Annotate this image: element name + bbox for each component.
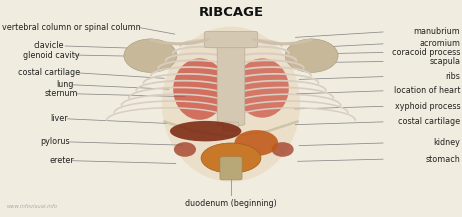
Text: www.infovisual.info: www.infovisual.info — [6, 204, 57, 209]
Ellipse shape — [162, 26, 300, 182]
Text: stomach: stomach — [426, 155, 461, 164]
Text: liver: liver — [50, 114, 68, 123]
FancyBboxPatch shape — [204, 31, 258, 48]
Text: pylorus: pylorus — [40, 137, 69, 146]
Text: lung: lung — [56, 80, 73, 89]
Ellipse shape — [173, 58, 226, 120]
FancyBboxPatch shape — [220, 157, 242, 180]
Ellipse shape — [234, 130, 278, 156]
Text: sternum: sternum — [44, 89, 78, 98]
Text: vertebral column or spinal column: vertebral column or spinal column — [1, 23, 140, 32]
Ellipse shape — [272, 142, 294, 157]
Text: location of heart: location of heart — [394, 86, 461, 95]
Ellipse shape — [236, 58, 289, 118]
Ellipse shape — [124, 39, 177, 72]
Text: glenoid cavity: glenoid cavity — [23, 51, 79, 59]
Text: clavicle: clavicle — [34, 41, 64, 51]
Text: kidney: kidney — [433, 138, 461, 148]
Text: acromium: acromium — [419, 39, 461, 48]
Ellipse shape — [285, 39, 338, 72]
FancyBboxPatch shape — [217, 39, 245, 125]
Text: ereter: ereter — [49, 156, 74, 165]
Ellipse shape — [201, 143, 261, 173]
Text: scapula: scapula — [429, 57, 461, 66]
Text: manubrium: manubrium — [413, 28, 461, 36]
Text: xyphoid process: xyphoid process — [395, 102, 461, 111]
Text: duodenum (beginning): duodenum (beginning) — [185, 199, 277, 208]
Text: costal cartilage: costal cartilage — [18, 68, 80, 77]
Text: costal cartilage: costal cartilage — [398, 117, 461, 126]
Text: RIBCAGE: RIBCAGE — [199, 6, 263, 19]
Ellipse shape — [174, 142, 196, 157]
Text: ribs: ribs — [445, 72, 461, 81]
Text: coracoid process: coracoid process — [392, 48, 461, 57]
Ellipse shape — [170, 121, 241, 141]
FancyBboxPatch shape — [223, 122, 239, 131]
